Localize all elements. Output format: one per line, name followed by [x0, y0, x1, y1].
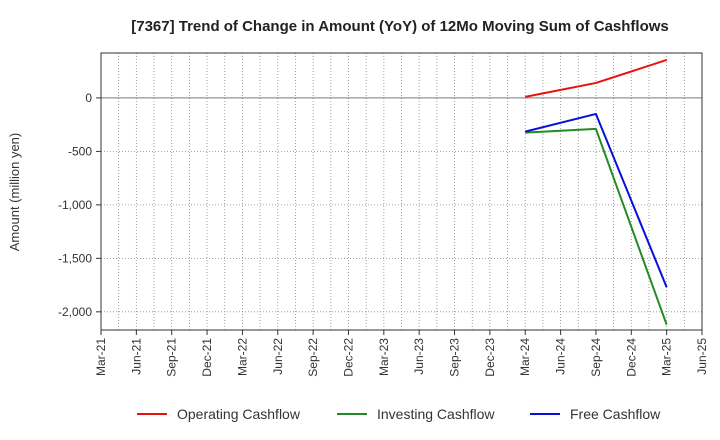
x-tick-label: Jun-25 — [695, 338, 709, 375]
legend-label-investing-cashflow: Investing Cashflow — [377, 406, 495, 422]
free-cashflow-line — [524, 112, 668, 288]
y-tick-label: 0 — [85, 91, 92, 105]
operating-cashflow-line — [525, 59, 667, 98]
y-axis-label: Amount (million yen) — [7, 133, 22, 252]
x-tick-label: Jun-22 — [271, 338, 285, 375]
y-tick-label: -1,000 — [58, 198, 92, 212]
series-lines — [524, 59, 668, 325]
investing-cashflow-line — [525, 127, 668, 325]
x-tick-label: Jun-24 — [554, 338, 568, 375]
legend: Operating Cashflow Investing Cashflow Free… — [137, 406, 661, 422]
legend-label-free-cashflow: Free Cashflow — [570, 406, 661, 422]
grid — [101, 53, 702, 330]
x-tick-label: Mar-22 — [235, 338, 249, 376]
x-tick-label: Mar-24 — [518, 338, 532, 376]
x-tick-label: Sep-22 — [306, 338, 320, 377]
y-tick-label: -1,500 — [58, 251, 92, 265]
x-tick-label: Mar-21 — [94, 338, 108, 376]
y-tick-label: -500 — [68, 144, 92, 158]
x-tick-label: Jun-21 — [129, 338, 143, 375]
y-tick-label: -2,000 — [58, 305, 92, 319]
chart-title: [7367] Trend of Change in Amount (YoY) o… — [131, 18, 669, 35]
legend-label-operating-cashflow: Operating Cashflow — [177, 406, 301, 422]
x-tick-label: Dec-23 — [483, 338, 497, 377]
x-tick-label: Dec-24 — [624, 338, 638, 377]
x-tick-label: Sep-24 — [589, 338, 603, 377]
x-tick-label: Mar-25 — [660, 338, 674, 376]
x-tick-label: Jun-23 — [412, 338, 426, 375]
plot-border — [100, 52, 703, 331]
x-tick-label: Dec-22 — [341, 338, 355, 377]
x-tick-label: Mar-23 — [377, 338, 391, 376]
x-tick-label: Sep-21 — [165, 338, 179, 377]
x-tick-label: Sep-23 — [448, 338, 462, 377]
x-tick-label: Dec-21 — [200, 338, 214, 377]
axes: 0 -500 -1,000 -1,500 -2,000 Mar-21 Jun-21 Sep-2… — [58, 52, 709, 377]
